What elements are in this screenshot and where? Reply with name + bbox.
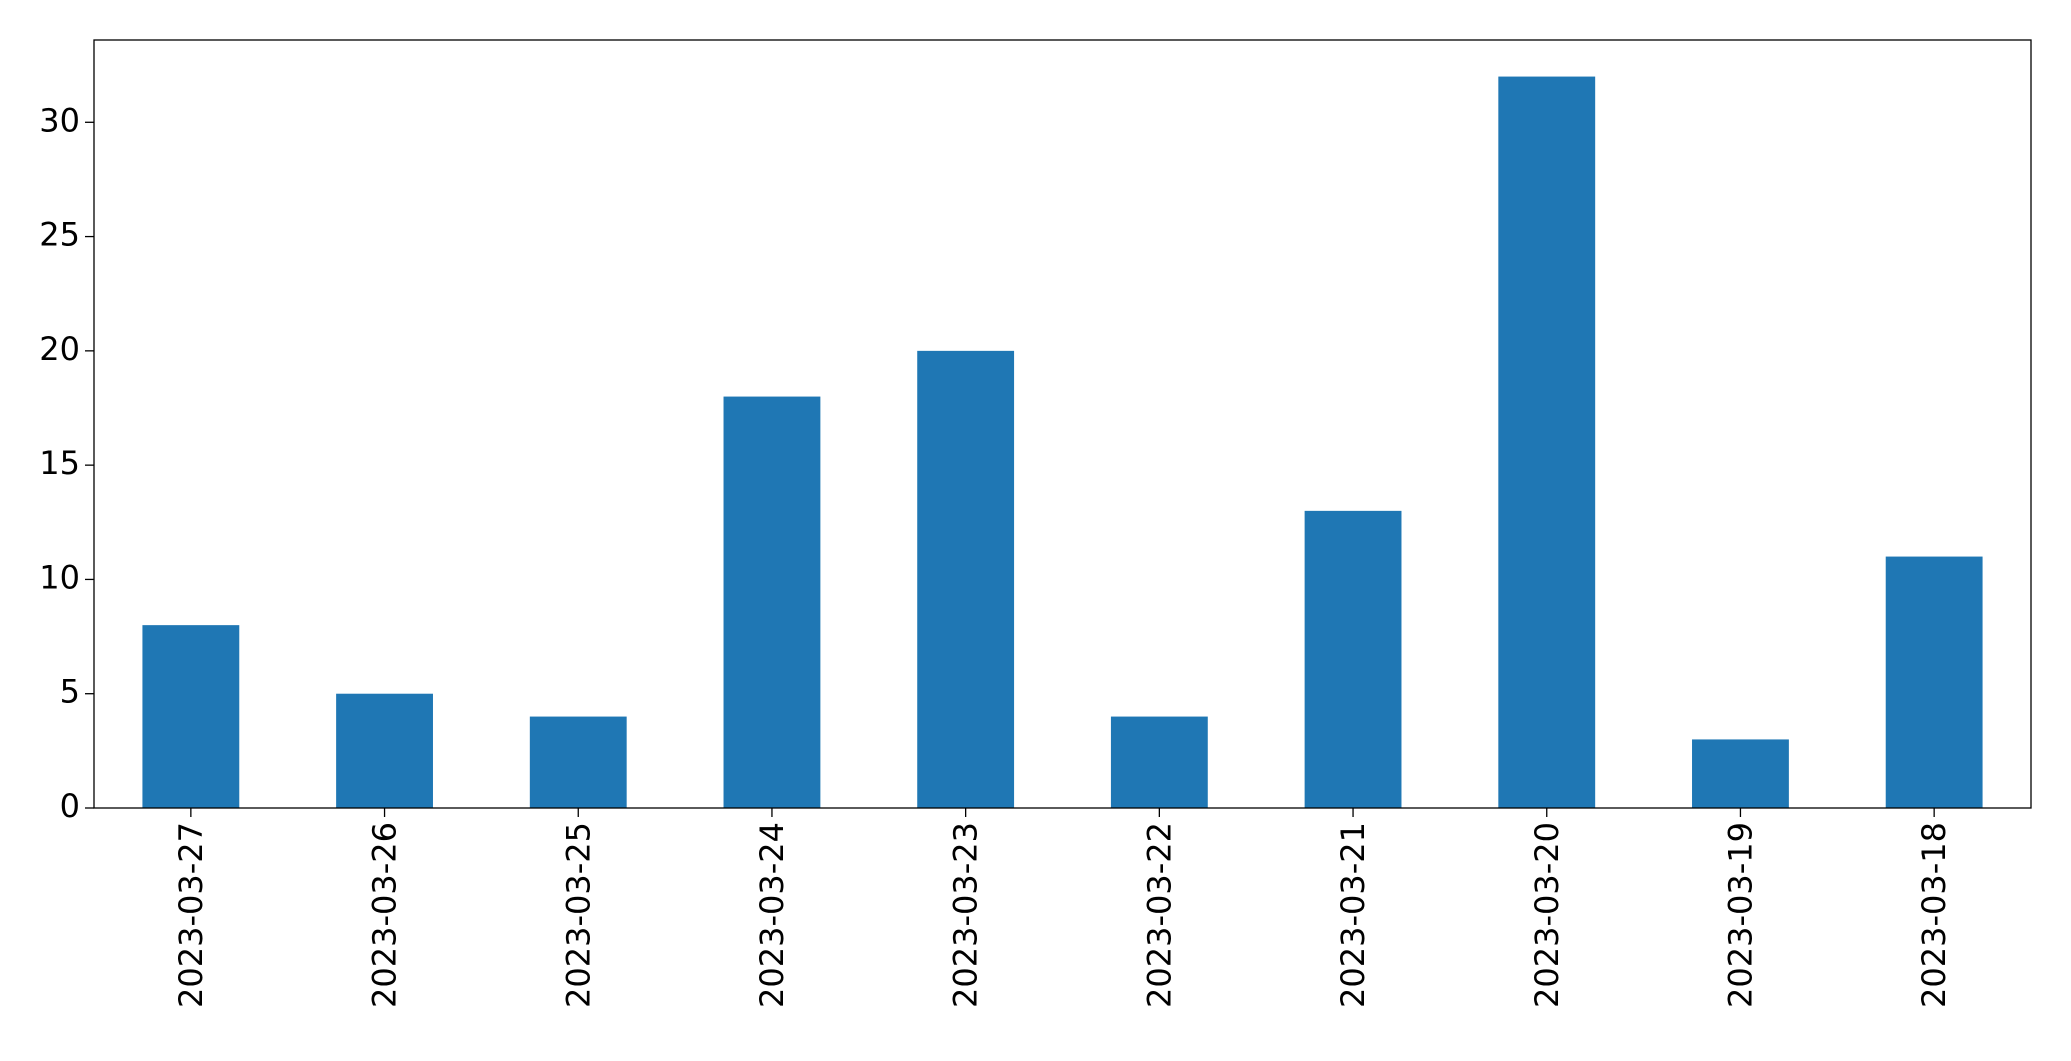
y-tick-label: 30: [39, 101, 80, 139]
y-tick-label: 10: [39, 558, 80, 596]
x-tick-label: 2023-03-26: [366, 822, 404, 1008]
x-tick-label: 2023-03-18: [1915, 822, 1953, 1008]
bar: [142, 625, 240, 808]
bar: [917, 350, 1015, 808]
bar: [529, 716, 627, 808]
y-tick-label: 5: [60, 673, 80, 711]
x-tick-label: 2023-03-19: [1721, 822, 1759, 1008]
y-tick-label: 0: [60, 787, 80, 825]
y-tick-label: 15: [39, 444, 80, 482]
x-tick-label: 2023-03-27: [172, 822, 210, 1008]
bar: [336, 693, 433, 808]
bar: [1498, 76, 1596, 809]
x-tick-label: 2023-03-24: [753, 822, 791, 1008]
plot-frame: [93, 39, 2032, 809]
y-tick-label: 25: [39, 216, 80, 254]
bar: [1304, 510, 1402, 808]
x-tick-label: 2023-03-25: [559, 822, 597, 1008]
bar: [1110, 716, 1208, 808]
x-tick-label: 2023-03-21: [1334, 822, 1372, 1008]
x-tick-label: 2023-03-20: [1528, 822, 1566, 1008]
x-tick-label: 2023-03-23: [947, 822, 985, 1008]
x-tick-label: 2023-03-22: [1140, 822, 1178, 1008]
y-tick-label: 20: [39, 330, 80, 368]
bar: [1692, 739, 1789, 808]
bar: [723, 396, 821, 808]
bar: [1885, 556, 1983, 808]
